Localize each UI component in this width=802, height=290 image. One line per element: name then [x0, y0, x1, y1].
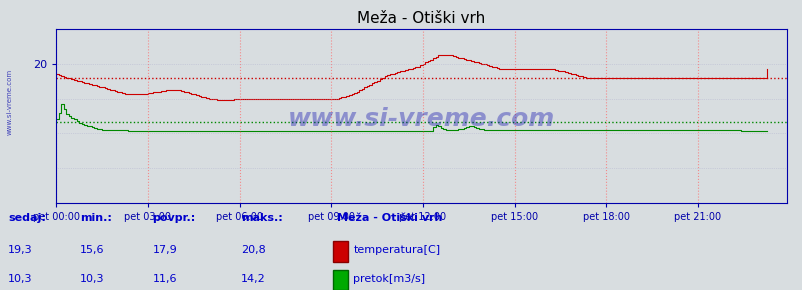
Text: povpr.:: povpr.: [152, 213, 196, 223]
Text: Meža - Otiški vrh: Meža - Otiški vrh [337, 213, 442, 223]
Text: sedaj:: sedaj: [8, 213, 46, 223]
Text: pretok[m3/s]: pretok[m3/s] [353, 274, 425, 284]
Text: www.si-vreme.com: www.si-vreme.com [6, 68, 13, 135]
Text: 19,3: 19,3 [8, 245, 33, 255]
Text: 10,3: 10,3 [8, 274, 33, 284]
Text: 10,3: 10,3 [80, 274, 105, 284]
Text: temperatura[C]: temperatura[C] [353, 245, 439, 255]
Text: 11,6: 11,6 [152, 274, 177, 284]
Text: 14,2: 14,2 [241, 274, 265, 284]
FancyBboxPatch shape [333, 241, 347, 262]
Text: min.:: min.: [80, 213, 112, 223]
Text: 15,6: 15,6 [80, 245, 105, 255]
FancyBboxPatch shape [333, 270, 347, 290]
Text: maks.:: maks.: [241, 213, 282, 223]
Text: 17,9: 17,9 [152, 245, 177, 255]
Title: Meža - Otiški vrh: Meža - Otiški vrh [357, 11, 485, 26]
Text: www.si-vreme.com: www.si-vreme.com [288, 108, 554, 131]
Text: 20,8: 20,8 [241, 245, 265, 255]
